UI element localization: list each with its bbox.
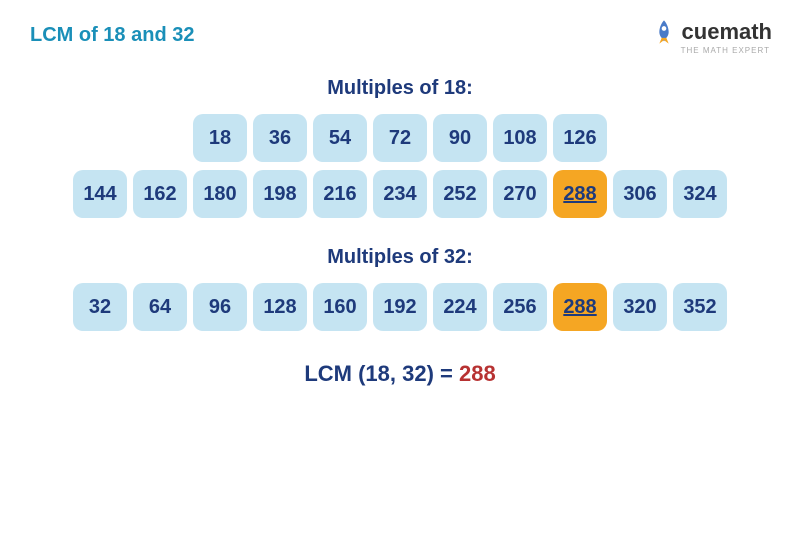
section-label: Multiples of 32: — [30, 246, 770, 269]
multiple-tile: 180 — [193, 170, 247, 218]
multiple-tile-highlight: 288 — [553, 170, 607, 218]
section-label: Multiples of 18: — [30, 77, 770, 100]
logo-subtitle: THE MATH EXPERT — [681, 46, 770, 55]
logo: cuemath — [650, 18, 772, 46]
multiples-section: Multiples of 32: 326496128160192224256288… — [30, 246, 770, 331]
multiple-tile: 108 — [493, 114, 547, 162]
multiple-tile: 256 — [493, 283, 547, 331]
multiple-tile: 54 — [313, 114, 367, 162]
multiple-tile: 162 — [133, 170, 187, 218]
multiple-tile: 72 — [373, 114, 427, 162]
multiple-tile: 192 — [373, 283, 427, 331]
multiple-tile: 306 — [613, 170, 667, 218]
multiple-tile: 216 — [313, 170, 367, 218]
multiple-tile: 270 — [493, 170, 547, 218]
multiple-tile: 252 — [433, 170, 487, 218]
multiple-tile: 198 — [253, 170, 307, 218]
multiples-section: Multiples of 18:183654729010812614416218… — [30, 77, 770, 218]
multiple-tile: 36 — [253, 114, 307, 162]
multiple-tile: 96 — [193, 283, 247, 331]
multiple-tile: 352 — [673, 283, 727, 331]
multiple-tile-highlight: 288 — [553, 283, 607, 331]
multiple-tile: 18 — [193, 114, 247, 162]
multiple-tile: 128 — [253, 283, 307, 331]
sections-container: Multiples of 18:183654729010812614416218… — [30, 77, 770, 331]
multiple-tile: 90 — [433, 114, 487, 162]
rocket-icon — [650, 18, 678, 46]
multiple-tile: 32 — [73, 283, 127, 331]
multiple-tile: 160 — [313, 283, 367, 331]
result-rhs: 288 — [459, 361, 496, 386]
multiple-tile: 64 — [133, 283, 187, 331]
multiple-tile: 320 — [613, 283, 667, 331]
logo-text: cuemath — [682, 19, 772, 45]
tile-row: 326496128160192224256288320352 — [30, 283, 770, 331]
tile-row: 1836547290108126 — [30, 114, 770, 162]
tile-row: 144162180198216234252270288306324 — [30, 170, 770, 218]
multiple-tile: 126 — [553, 114, 607, 162]
multiple-tile: 144 — [73, 170, 127, 218]
result-lhs: LCM (18, 32) = — [304, 361, 459, 386]
multiple-tile: 324 — [673, 170, 727, 218]
multiple-tile: 224 — [433, 283, 487, 331]
multiple-tile: 234 — [373, 170, 427, 218]
result-line: LCM (18, 32) = 288 — [30, 361, 770, 387]
